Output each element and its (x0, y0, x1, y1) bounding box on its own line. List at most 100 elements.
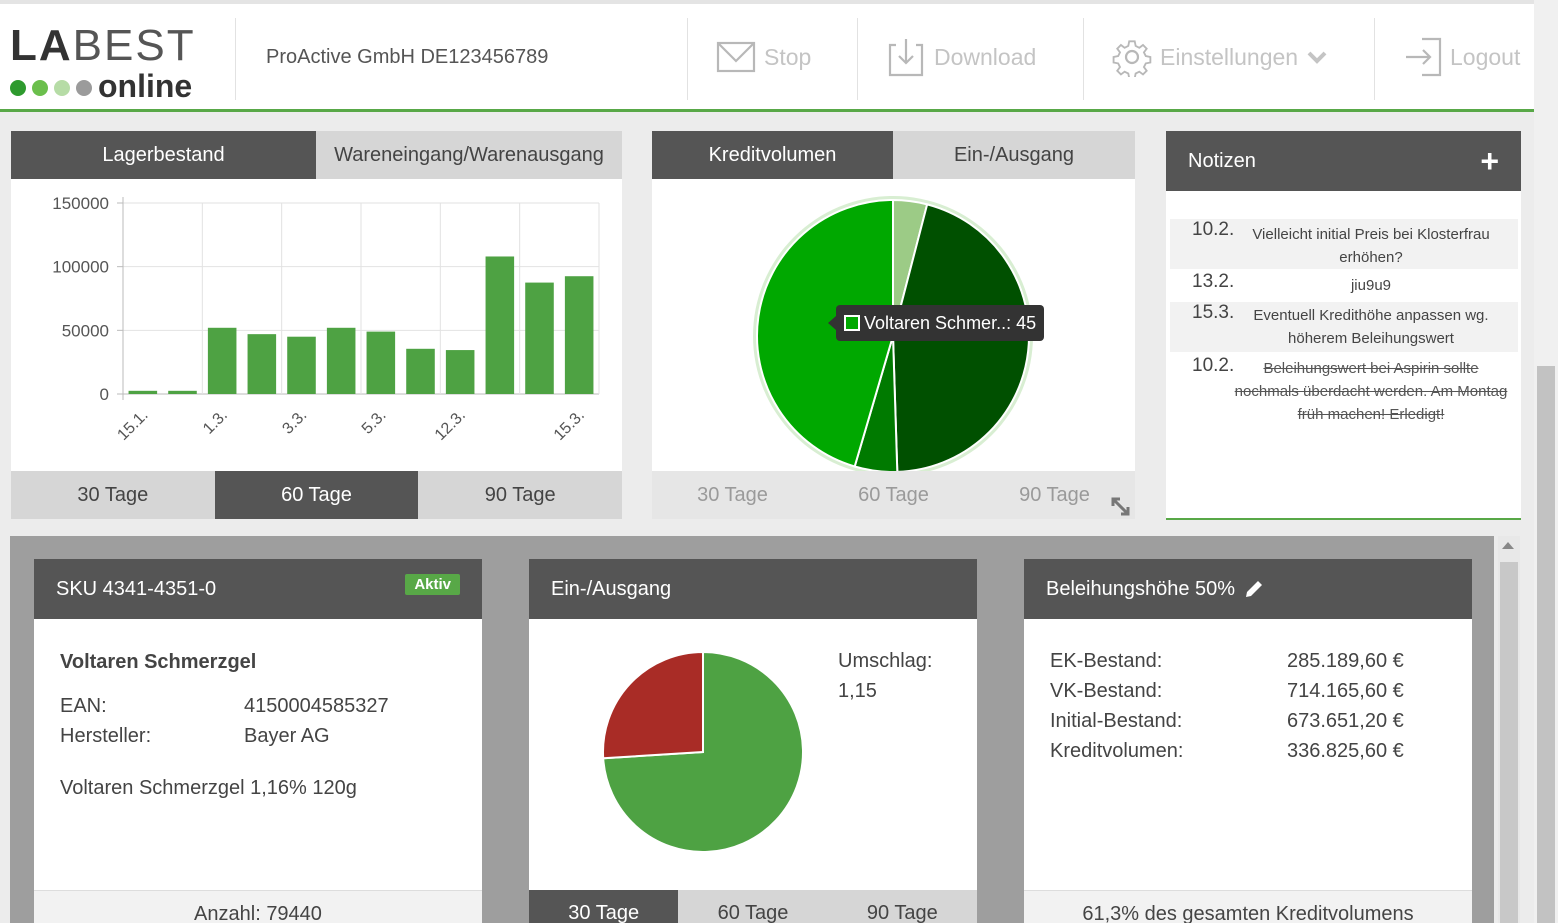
bar (168, 390, 197, 394)
range-30-tage[interactable]: 30 Tage (11, 471, 215, 519)
stock-tabs: Lagerbestand Wareneingang/Warenausgang (11, 131, 622, 179)
tab-lagerbestand[interactable]: Lagerbestand (11, 131, 316, 179)
plus-icon[interactable]: + (1480, 143, 1499, 179)
loan-card: Beleihungshöhe 50% EK-Bestand: 285.189,6… (1024, 559, 1472, 923)
vk-label: VK-Bestand: (1050, 680, 1163, 702)
header-divider (687, 18, 688, 100)
note-date: 13.2. (1192, 271, 1235, 292)
x-tick-label: 5.3. (359, 407, 390, 438)
note-text: Eventuell Kredithöhe anpassen wg. höhere… (1253, 307, 1489, 347)
note-text: Beleihungswert bei Aspirin sollte nochma… (1234, 360, 1508, 423)
turnover-label: Umschlag: (838, 650, 933, 672)
header-divider (857, 18, 858, 100)
notes-panel: Notizen + 10.2. Vielleicht initial Preis… (1166, 131, 1521, 520)
initial-value: 673.651,20 € (1287, 710, 1404, 732)
y-tick-label: 0 (100, 385, 109, 404)
product-description: Voltaren Schmerzgel 1,16% 120g (60, 777, 357, 799)
tab-ein-ausgang[interactable]: Ein-/Ausgang (893, 131, 1135, 179)
tab-wareneingang[interactable]: Wareneingang/Warenausgang (316, 131, 622, 179)
y-tick-label: 100000 (52, 258, 109, 277)
range-30-tage[interactable]: 30 Tage (652, 471, 813, 519)
scroll-up-icon[interactable] (1502, 542, 1514, 549)
resize-icon[interactable] (1110, 496, 1132, 518)
sku-title: SKU 4341-4351-0 (56, 577, 217, 600)
note-item[interactable]: 13.2. jiu9u9 (1170, 271, 1518, 301)
manufacturer-label: Hersteller: (60, 725, 152, 747)
logout-label: Logout (1450, 43, 1521, 70)
bar (366, 331, 396, 394)
note-item[interactable]: 15.3. Eventuell Kredithöhe anpassen wg. … (1170, 302, 1518, 352)
vk-value: 714.165,60 € (1287, 680, 1404, 702)
logo-dot (54, 80, 70, 96)
inout-card-header: Ein-/Ausgang (529, 559, 977, 619)
stop-button[interactable]: Stop (716, 34, 811, 80)
labest-logo[interactable]: LABEST online (10, 22, 230, 102)
inout-title: Ein-/Ausgang (551, 577, 672, 600)
inout-range-bar: 30 Tage 60 Tage 90 Tage (529, 890, 977, 923)
credit-range-bar: 30 Tage 60 Tage 90 Tage (652, 471, 1135, 519)
inout-pie-chart (602, 650, 804, 853)
bar (128, 390, 158, 394)
tooltip-text: Voltaren Schmer..: 45 (864, 312, 1037, 333)
tooltip-arrow (828, 316, 836, 330)
company-name: ProActive GmbH DE123456789 (266, 46, 549, 68)
sku-card-header: SKU 4341-4351-0 Aktiv (34, 559, 482, 619)
status-badge: Aktiv (405, 574, 460, 595)
note-text: Vielleicht initial Preis bei Klosterfrau… (1252, 226, 1490, 266)
bar (326, 327, 356, 394)
y-tick-label: 150000 (52, 194, 109, 213)
manufacturer-value: Bayer AG (244, 725, 330, 747)
note-item[interactable]: 10.2. Beleihungswert bei Aspirin sollte … (1170, 355, 1518, 429)
chevron-down-icon (1306, 46, 1328, 68)
range-90-tage[interactable]: 90 Tage (974, 471, 1135, 519)
tab-kreditvolumen[interactable]: Kreditvolumen (652, 131, 893, 179)
note-item[interactable]: 10.2. Vielleicht initial Preis bei Klost… (1170, 219, 1518, 269)
x-tick-label: 15.1. (114, 407, 151, 444)
top-border (0, 0, 1534, 4)
bar (564, 276, 594, 394)
logo-dot (32, 80, 48, 96)
turnover-value: 1,15 (838, 680, 877, 702)
notes-title: Notizen (1188, 149, 1256, 172)
initial-label: Initial-Bestand: (1050, 710, 1183, 732)
range-60-tage[interactable]: 60 Tage (214, 471, 419, 519)
quantity-footer: Anzahl: 79440 (34, 890, 482, 923)
ek-label: EK-Bestand: (1050, 650, 1163, 672)
header: LABEST online ProActive GmbH DE123456789… (0, 4, 1534, 112)
x-tick-label: 15.3. (551, 407, 588, 444)
header-divider (1374, 18, 1375, 100)
logout-button[interactable]: Logout (1402, 34, 1520, 80)
x-tick-label: 1.3. (200, 407, 231, 438)
inout-card: Ein-/Ausgang Umschlag: 1,15 30 Tage 60 T… (529, 559, 977, 923)
download-label: Download (934, 43, 1037, 70)
range-90-tage[interactable]: 90 Tage (827, 890, 977, 923)
ek-value: 285.189,60 € (1287, 650, 1404, 672)
stock-range-bar: 30 Tage 60 Tage 90 Tage (11, 471, 623, 519)
gear-icon (1112, 37, 1152, 80)
sku-card: SKU 4341-4351-0 Aktiv Voltaren Schmerzge… (34, 559, 482, 923)
credit-panel: Kreditvolumen Ein-/Ausgang Voltaren Schm… (652, 131, 1135, 519)
logo-best: BEST (72, 21, 196, 70)
pencil-icon[interactable] (1243, 578, 1265, 600)
range-90-tage[interactable]: 90 Tage (418, 471, 623, 519)
range-30-tage[interactable]: 30 Tage (529, 890, 679, 923)
download-button[interactable]: Download (886, 34, 1036, 80)
stock-bar-chart: 0 50000 100000 150000 15.1. 1.3. 3.3. 5.3. 12.3.… (52, 194, 600, 444)
ean-value: 4150004585327 (244, 695, 389, 717)
download-icon (886, 37, 926, 77)
window-scrollbar-thumb[interactable] (1537, 366, 1555, 923)
notes-header: Notizen + (1166, 131, 1521, 191)
header-divider (1083, 18, 1084, 100)
detail-scrollbar-thumb[interactable] (1500, 562, 1518, 923)
range-60-tage[interactable]: 60 Tage (678, 890, 828, 923)
loan-title: Beleihungshöhe 50% (1046, 577, 1236, 600)
note-text: jiu9u9 (1350, 277, 1392, 294)
ean-label: EAN: (60, 695, 107, 717)
range-60-tage[interactable]: 60 Tage (813, 471, 974, 519)
x-tick-label: 3.3. (279, 407, 310, 438)
bar (525, 282, 554, 394)
pie-tooltip: Voltaren Schmer..: 45 (836, 305, 1045, 341)
product-name: Voltaren Schmerzgel (60, 651, 257, 673)
inout-pie-slice (602, 650, 704, 760)
settings-button[interactable]: Einstellungen (1112, 34, 1328, 80)
